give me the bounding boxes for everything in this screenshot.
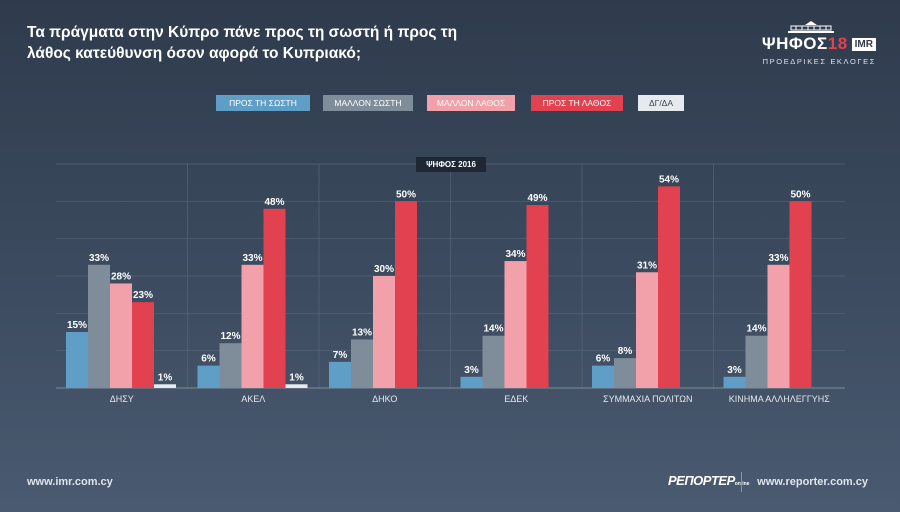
bar-2-2: [219, 343, 242, 388]
bar-2-1: [197, 365, 220, 388]
bar-2-5: [285, 384, 308, 388]
bar-5-2: [614, 358, 636, 388]
footer-left-link[interactable]: www.imr.com.cy: [27, 476, 113, 488]
bar-4-3: [504, 261, 527, 388]
data-label-1-5: 1%: [158, 372, 173, 383]
bar-6-2: [745, 335, 768, 388]
reporter-brand: ΡΕΠΟΡΤΕΡ: [668, 473, 735, 488]
bar-2-3: [241, 264, 264, 388]
data-label-5-2: 8%: [618, 346, 633, 357]
data-label-4-2: 14%: [483, 324, 503, 335]
reporter-brand-small: online: [734, 481, 750, 487]
chart-legend: ΠΡΟΣ ΤΗ ΣΩΣΤΗ ΜΑΛΛΟΝ ΣΩΣΤΗ ΜΑΛΛΟΝ ΛΑΘΟΣ ΠΡΟ…: [0, 95, 900, 111]
logo-main: ΨΗΦΟΣ: [761, 34, 828, 53]
bar-4-2: [482, 335, 505, 388]
bar-1-3: [110, 283, 132, 388]
bar-5-4: [658, 186, 680, 388]
data-label-2-1: 6%: [201, 354, 216, 365]
bar-1-5: [154, 384, 176, 388]
bar-6-3: [767, 264, 790, 388]
logo-year: 18: [827, 34, 848, 53]
category-label-6: ΚΙΝΗΜΑ ΑΛΛΗΛΕΓΓΥΗΣ: [729, 394, 830, 404]
data-label-2-4: 48%: [264, 197, 284, 208]
legend-item-1: ΠΡΟΣ ΤΗ ΣΩΣΤΗ: [216, 95, 310, 111]
data-label-4-1: 3%: [464, 365, 479, 376]
bar-4-1: [460, 376, 483, 388]
data-label-3-4: 50%: [396, 189, 416, 200]
data-label-5-1: 6%: [596, 354, 611, 365]
legend-item-4: ΠΡΟΣ ΤΗ ΛΑΘΟΣ: [531, 95, 623, 111]
bar-4-4: [526, 205, 549, 388]
psifos-logo: ΨΗΦΟΣ18 IMR ΠΡΟΕΔΡΙΚΕΣ ΕΚΛΟΓΕΣ: [746, 20, 876, 68]
data-label-1-4: 23%: [133, 290, 153, 301]
bar-6-4: [789, 201, 812, 388]
data-label-2-2: 12%: [220, 331, 240, 342]
data-label-1-2: 33%: [89, 253, 109, 264]
bar-1-4: [132, 302, 154, 388]
footer-divider: [741, 472, 742, 492]
bar-1-1: [66, 332, 88, 388]
bar-6-1: [723, 376, 746, 388]
category-label-1: ΔΗΣΥ: [110, 394, 134, 404]
reporter-logo: ΡΕΠΟΡΤΕΡonline: [668, 473, 749, 488]
footer-right-link[interactable]: www.reporter.com.cy: [757, 476, 868, 488]
bar-3-3: [373, 276, 395, 388]
legend-item-3: ΜΑΛΛΟΝ ΛΑΘΟΣ: [427, 95, 515, 111]
data-label-2-3: 33%: [242, 253, 262, 264]
data-label-3-2: 13%: [352, 327, 372, 338]
category-label-5: ΣΥΜΜΑΧΙΑ ΠΟΛΙΤΩΝ: [603, 394, 693, 404]
logo-subtitle: ΠΡΟΕΔΡΙΚΕΣ ΕΚΛΟΓΕΣ: [762, 57, 876, 66]
bar-1-2: [88, 264, 110, 388]
data-label-2-5: 1%: [289, 372, 304, 383]
parliament-building-icon: [788, 21, 834, 33]
data-label-5-3: 31%: [637, 260, 657, 271]
chart-title: Τα πράγματα στην Κύπρο πάνε προς τη σωστ…: [27, 24, 458, 62]
bar-5-1: [592, 365, 614, 388]
legend-item-5: ΔΓ/ΔΑ: [638, 95, 684, 111]
chart-label: ΨΗΦΟΣ 2016: [416, 157, 486, 172]
legend-item-2: ΜΑΛΛΟΝ ΣΩΣΤΗ: [323, 95, 413, 111]
data-label-4-4: 49%: [527, 193, 547, 204]
data-label-1-1: 15%: [67, 320, 87, 331]
data-label-3-3: 30%: [374, 264, 394, 275]
data-label-6-3: 33%: [768, 253, 788, 264]
data-label-1-3: 28%: [111, 271, 131, 282]
bar-5-3: [636, 272, 658, 388]
category-label-3: ΔΗΚΟ: [372, 394, 397, 404]
data-label-6-4: 50%: [790, 189, 810, 200]
data-label-5-4: 54%: [659, 174, 679, 185]
data-label-4-3: 34%: [505, 249, 525, 260]
category-label-2: ΑΚΕΛ: [241, 394, 265, 404]
data-label-3-1: 7%: [333, 350, 348, 361]
bar-3-2: [351, 339, 373, 388]
bar-3-1: [329, 361, 351, 388]
category-label-4: ΕΔΕΚ: [504, 394, 528, 404]
data-label-6-1: 3%: [727, 365, 742, 376]
data-label-6-2: 14%: [746, 324, 766, 335]
bar-2-4: [263, 208, 286, 388]
bar-3-4: [395, 201, 417, 388]
logo-badge: IMR: [851, 37, 876, 51]
